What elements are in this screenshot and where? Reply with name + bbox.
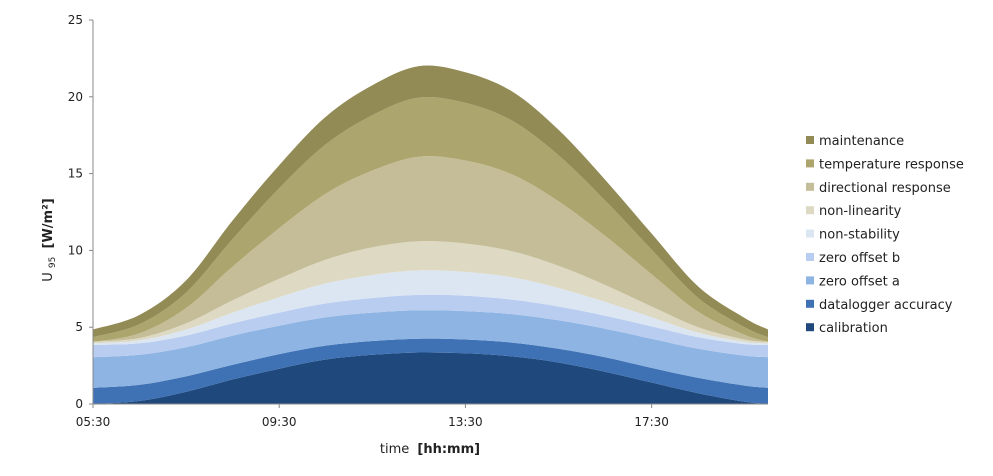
legend-swatch bbox=[806, 229, 814, 238]
x-axis-ticks: 05:30 09:30 13:30 17:30 bbox=[76, 404, 669, 429]
legend-label: zero offset b bbox=[819, 251, 900, 266]
legend-swatch bbox=[806, 206, 814, 215]
x-tick-label: 17:30 bbox=[634, 415, 669, 429]
legend: maintenance temperature response direction… bbox=[806, 134, 964, 336]
area-calibration bbox=[93, 352, 768, 404]
legend-swatch bbox=[806, 299, 814, 308]
area-non-stability bbox=[93, 270, 768, 345]
x-tick-label: 13:30 bbox=[448, 415, 483, 429]
legend-label: directional response bbox=[819, 181, 951, 196]
area-zero-offset-a bbox=[93, 310, 768, 388]
legend-label: datalogger accuracy bbox=[819, 298, 953, 313]
legend-swatch bbox=[806, 159, 814, 168]
y-tick-label: 10 bbox=[68, 243, 83, 257]
legend-label: calibration bbox=[819, 321, 888, 336]
legend-swatch bbox=[806, 182, 814, 191]
legend-label: zero offset a bbox=[819, 274, 900, 289]
y-tick-label: 25 bbox=[68, 13, 83, 27]
x-axis-title: time [hh:mm] bbox=[380, 442, 480, 457]
legend-swatch bbox=[806, 323, 814, 332]
x-axis-title-unit: [hh:mm] bbox=[417, 442, 480, 457]
y-tick-label: 5 bbox=[75, 320, 83, 334]
y-axis-title-unit: [W/m²] bbox=[41, 198, 56, 248]
area-maintenance bbox=[93, 65, 768, 338]
legend-swatch bbox=[806, 136, 814, 144]
x-axis-title-text: time bbox=[380, 442, 409, 457]
legend-label: maintenance bbox=[819, 134, 904, 149]
y-tick-label: 15 bbox=[68, 167, 83, 181]
x-tick-label: 05:30 bbox=[76, 415, 111, 429]
y-tick-label: 20 bbox=[68, 90, 83, 104]
y-axis-title: U 95 [W/m²] bbox=[41, 198, 59, 281]
area-zero-offset-b bbox=[93, 294, 768, 358]
legend-label: non-stability bbox=[819, 228, 900, 243]
area-datalogger-accuracy bbox=[93, 338, 768, 404]
area-layers bbox=[93, 65, 768, 404]
legend-swatch bbox=[806, 276, 814, 285]
y-axis-title-subscript: 95 bbox=[48, 257, 58, 268]
area-directional-response bbox=[93, 156, 768, 342]
y-axis-title-base: U bbox=[41, 272, 56, 282]
legend-label: temperature response bbox=[819, 157, 964, 172]
area-non-linearity bbox=[93, 241, 768, 344]
legend-swatch bbox=[806, 253, 814, 261]
x-tick-label: 09:30 bbox=[262, 415, 297, 429]
legend-label: non-linearity bbox=[819, 204, 902, 219]
y-axis-ticks: 0 5 10 15 20 25 bbox=[68, 13, 93, 411]
area-temperature-response bbox=[93, 96, 768, 342]
y-tick-label: 0 bbox=[75, 397, 83, 411]
